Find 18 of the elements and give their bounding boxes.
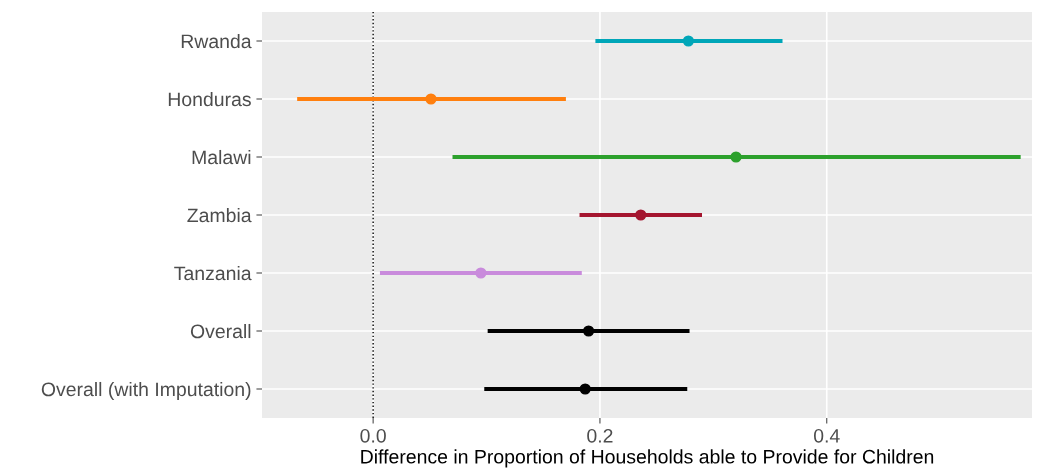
y-tick-label: Malawi [192,149,251,165]
point [635,209,647,221]
point [475,267,487,279]
point [682,35,694,47]
y-tick-label: Honduras [168,91,251,107]
y-tick-label: Zambia [187,207,252,223]
y-tick-label: Tanzania [174,265,252,281]
x-tick-label: 0.4 [813,428,840,443]
point [425,93,437,105]
point [730,151,742,163]
y-tick-label: Rwanda [181,33,252,49]
y-tick-label: Overall (with Imputation) [41,381,251,401]
x-tick-label: 0.0 [360,428,386,443]
y-tick-label: Overall [190,323,251,339]
point [582,325,595,337]
point [579,383,591,395]
x-axis-title: Difference in Proportion of Households able to Provide for Children [361,449,934,468]
x-tick-label: 0.2 [587,428,613,443]
